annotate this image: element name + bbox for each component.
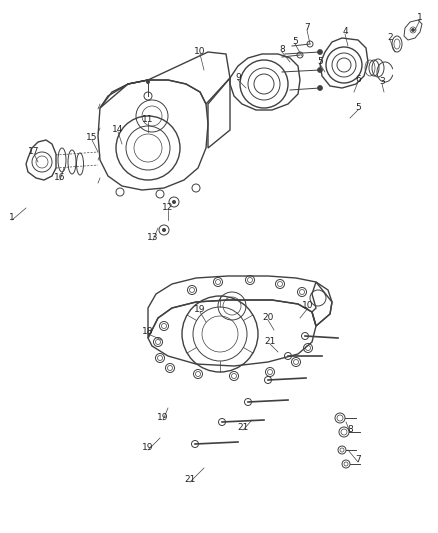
Text: 5: 5 — [292, 37, 298, 46]
Text: 9: 9 — [235, 74, 241, 83]
Text: 8: 8 — [347, 425, 353, 434]
Text: 8: 8 — [279, 45, 285, 54]
Text: 19: 19 — [194, 305, 206, 314]
Text: 5: 5 — [317, 58, 323, 67]
Text: 6: 6 — [355, 76, 361, 85]
Text: 1: 1 — [417, 13, 423, 22]
Text: 12: 12 — [162, 204, 174, 213]
Circle shape — [172, 200, 176, 204]
Text: 10: 10 — [302, 302, 314, 311]
Text: 19: 19 — [142, 443, 154, 453]
Text: 17: 17 — [28, 148, 40, 157]
Text: 20: 20 — [262, 313, 274, 322]
Circle shape — [318, 85, 322, 91]
Text: 21: 21 — [264, 337, 276, 346]
Text: 2: 2 — [387, 34, 393, 43]
Text: 14: 14 — [112, 125, 124, 134]
Text: 18: 18 — [142, 327, 154, 336]
Text: 1: 1 — [9, 214, 15, 222]
Text: 16: 16 — [54, 174, 66, 182]
Text: 15: 15 — [86, 133, 98, 142]
Text: 21: 21 — [184, 475, 196, 484]
Circle shape — [411, 28, 414, 31]
Text: 11: 11 — [142, 116, 154, 125]
Text: 3: 3 — [379, 77, 385, 86]
Circle shape — [162, 228, 166, 232]
Circle shape — [318, 50, 322, 54]
Text: 7: 7 — [355, 456, 361, 464]
Circle shape — [318, 68, 322, 72]
Text: 5: 5 — [355, 103, 361, 112]
Text: 10: 10 — [194, 47, 206, 56]
Text: 7: 7 — [304, 23, 310, 33]
Text: 19: 19 — [157, 414, 169, 423]
Text: 13: 13 — [147, 233, 159, 243]
Text: 4: 4 — [342, 28, 348, 36]
Text: 21: 21 — [237, 424, 249, 432]
Circle shape — [146, 80, 150, 84]
